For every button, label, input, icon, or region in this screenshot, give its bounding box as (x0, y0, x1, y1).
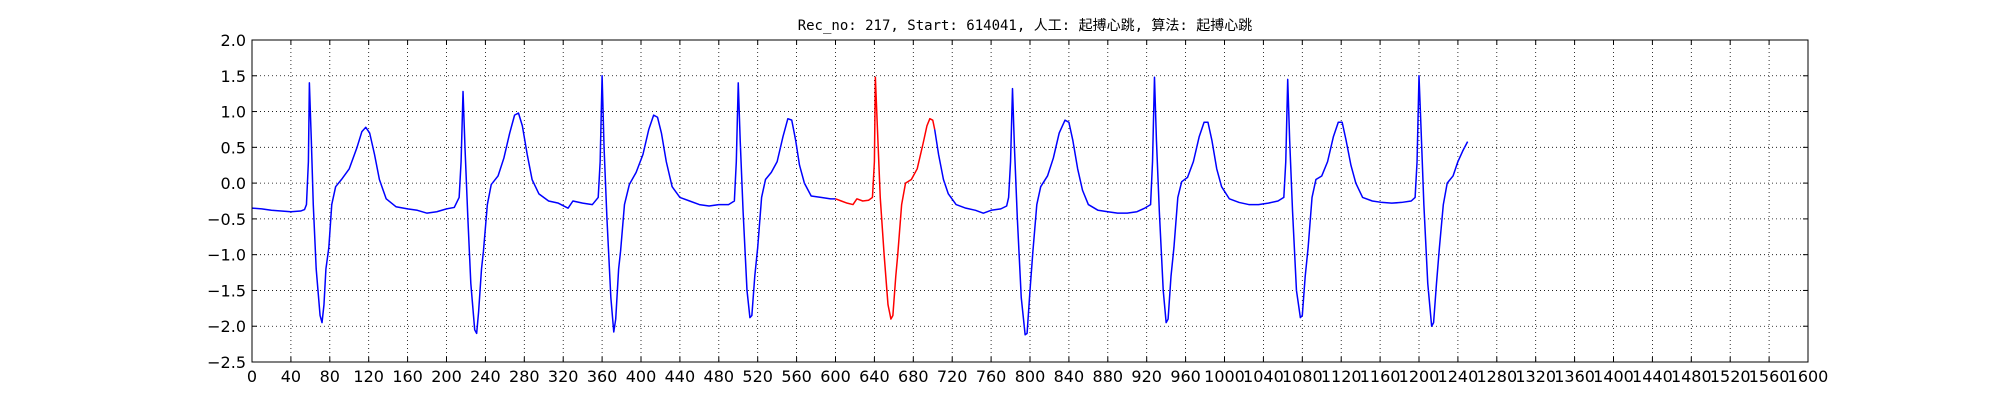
y-tick-label: 1.5 (221, 67, 246, 86)
x-tick-label: 1320 (1515, 367, 1556, 386)
x-tick-label: 760 (976, 367, 1007, 386)
x-tick-label: 400 (626, 367, 657, 386)
x-tick-label: 0 (247, 367, 257, 386)
x-tick-label: 800 (1015, 367, 1046, 386)
x-tick-label: 1200 (1399, 367, 1440, 386)
x-tick-label: 1360 (1554, 367, 1595, 386)
x-tick-label: 80 (320, 367, 340, 386)
y-tick-label: −1.5 (207, 281, 246, 300)
ecg-series-line-2 (835, 76, 936, 320)
x-tick-label: 1440 (1632, 367, 1673, 386)
x-tick-label: 520 (742, 367, 773, 386)
x-tick-label: 440 (665, 367, 696, 386)
ecg-series-line-1 (251, 75, 836, 335)
axis-layer: 2.0 1.5 1.0 0.5 0.0 −0.5 −1.0 −1.5 −2.0 −2.50 40 80… (207, 31, 1828, 386)
y-tick-label: 0.0 (221, 174, 246, 193)
x-tick-label: 1280 (1476, 367, 1517, 386)
x-tick-label: 240 (470, 367, 501, 386)
x-tick-label: 160 (392, 367, 423, 386)
x-tick-label: 680 (898, 367, 929, 386)
chart-title: Rec_no: 217, Start: 614041, 人工: 起搏心跳, 算法… (798, 17, 1253, 34)
x-tick-label: 40 (281, 367, 301, 386)
plot-frame (251, 39, 1809, 363)
y-tick-label: −0.5 (207, 210, 246, 229)
x-tick-label: 1400 (1593, 367, 1634, 386)
x-tick-label: 920 (1131, 367, 1162, 386)
y-tick-label: 0.5 (221, 138, 246, 157)
x-tick-label: 1120 (1321, 367, 1362, 386)
x-tick-label: 1000 (1204, 367, 1245, 386)
y-tick-label: 1.0 (221, 103, 246, 122)
x-tick-label: 840 (1054, 367, 1085, 386)
x-tick-label: 1160 (1360, 367, 1401, 386)
y-tick-label: −2.0 (207, 317, 246, 336)
x-tick-label: 280 (509, 367, 540, 386)
x-tick-label: 640 (859, 367, 890, 386)
y-tick-label: −1.0 (207, 246, 246, 265)
x-tick-label: 1560 (1749, 367, 1790, 386)
series-layer (251, 75, 1469, 336)
x-tick-label: 960 (1170, 367, 1201, 386)
x-tick-label: 880 (1093, 367, 1124, 386)
x-tick-label: 480 (704, 367, 735, 386)
x-tick-label: 360 (587, 367, 618, 386)
x-tick-label: 1520 (1710, 367, 1751, 386)
x-tick-label: 1600 (1788, 367, 1829, 386)
x-tick-label: 200 (431, 367, 462, 386)
x-tick-label: 1240 (1438, 367, 1479, 386)
x-tick-label: 1480 (1671, 367, 1712, 386)
x-tick-label: 720 (937, 367, 968, 386)
x-tick-label: 120 (353, 367, 384, 386)
grid-layer (252, 40, 1808, 362)
y-tick-label: −2.5 (207, 353, 246, 372)
x-tick-label: 600 (820, 367, 851, 386)
x-tick-label: 1080 (1282, 367, 1323, 386)
x-tick-label: 320 (548, 367, 579, 386)
y-tick-label: 2.0 (221, 31, 246, 50)
x-tick-label: 1040 (1243, 367, 1284, 386)
ecg-series-line-3 (933, 75, 1469, 336)
x-tick-label: 560 (781, 367, 812, 386)
